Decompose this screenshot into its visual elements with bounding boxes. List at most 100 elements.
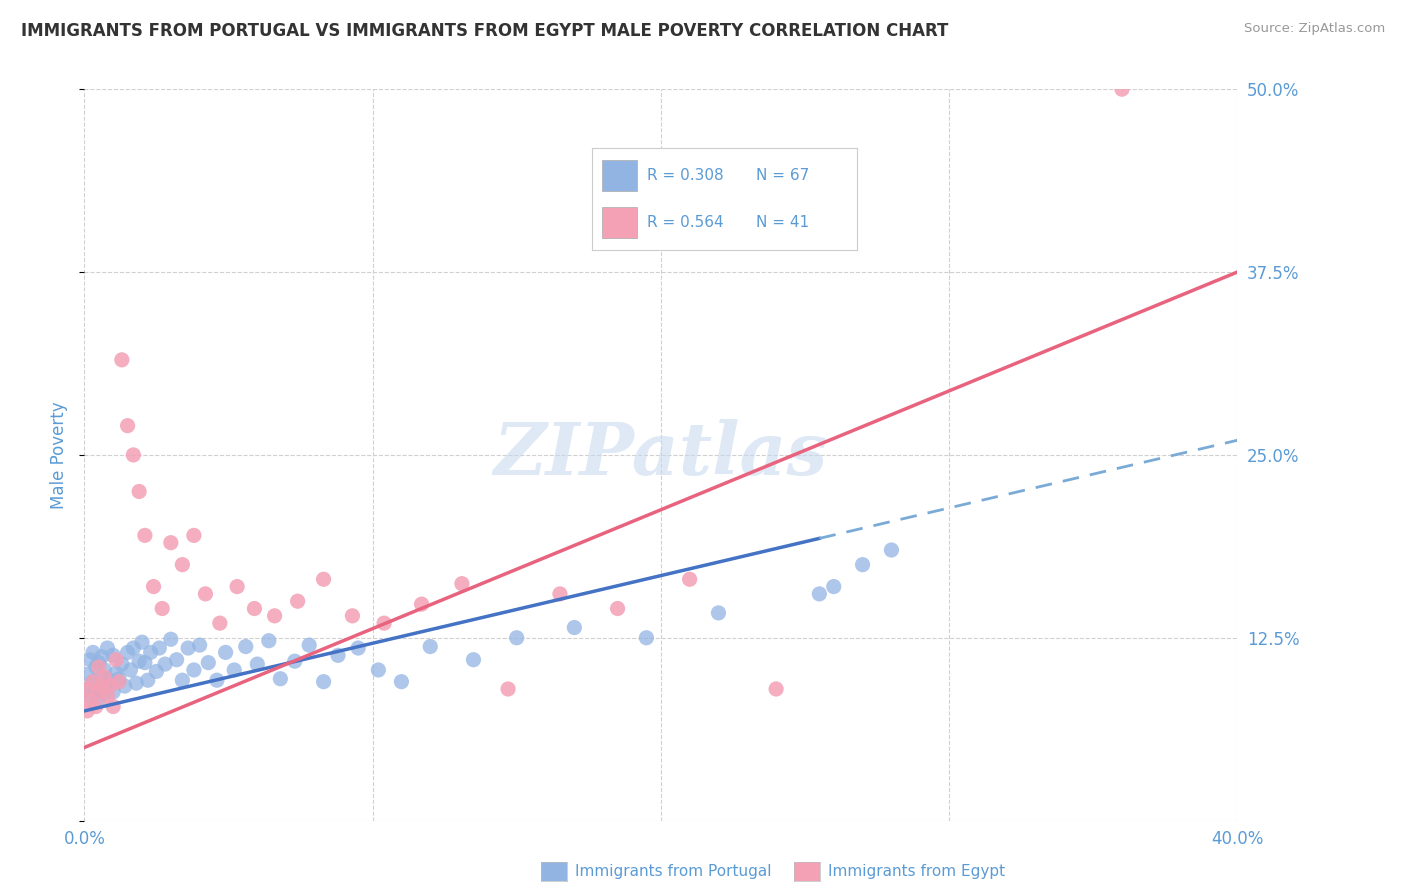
Point [114,679,136,693]
Point [82,674,104,689]
Point [84,685,107,699]
Point [224,663,246,677]
Point [411,597,433,611]
Point [122,448,145,462]
Point [117,418,139,433]
Point [160,632,183,647]
Point [82,645,104,659]
Point [84,660,107,674]
Point [160,535,183,549]
Point [172,558,194,572]
Point [246,657,269,672]
Y-axis label: Male Poverty: Male Poverty [51,401,69,508]
Point [312,674,335,689]
Text: IMMIGRANTS FROM PORTUGAL VS IMMIGRANTS FROM EGYPT MALE POVERTY CORRELATION CHART: IMMIGRANTS FROM PORTUGAL VS IMMIGRANTS F… [21,22,949,40]
Point [96,640,118,655]
Point [391,674,413,689]
Point [166,653,188,667]
Point [103,685,125,699]
Point [636,631,658,645]
Point [76,667,98,681]
Point [208,616,231,631]
Point [342,608,364,623]
Text: ZIPatlas: ZIPatlas [494,419,828,491]
Point [188,638,211,652]
Point [235,640,257,654]
Point [125,676,148,690]
Point [808,587,831,601]
Point [564,621,586,635]
Point [108,672,131,686]
Point [880,543,903,558]
Point [136,673,159,688]
Point [269,672,291,686]
Point [145,665,167,679]
Point [111,352,134,367]
Point [257,633,280,648]
Point [606,601,628,615]
Point [852,558,875,572]
Point [150,601,173,615]
Point [263,608,285,623]
Point [373,616,395,631]
Point [82,674,104,689]
Point [79,694,101,708]
Point [98,673,121,688]
Point [90,679,112,693]
Point [679,572,702,586]
Point [707,606,730,620]
Point [177,640,200,655]
Point [134,528,156,542]
Point [194,587,217,601]
Point [122,640,145,655]
Point [87,685,110,699]
Point [153,657,176,672]
Point [93,670,115,684]
Point [96,690,118,704]
Point [103,699,125,714]
Point [79,690,101,704]
Text: Source: ZipAtlas.com: Source: ZipAtlas.com [1244,22,1385,36]
Point [326,648,349,663]
Point [183,528,205,542]
Point [496,681,519,696]
Point [108,674,131,689]
Point [183,663,205,677]
Point [548,587,571,601]
Text: Immigrants from Egypt: Immigrants from Egypt [828,864,1005,879]
Point [284,654,307,668]
Point [226,580,249,594]
Point [105,653,128,667]
Point [76,681,98,696]
Point [142,580,165,594]
Point [87,694,110,708]
Point [93,663,115,677]
Point [205,673,228,688]
Point [117,645,139,659]
Point [90,649,112,664]
Point [98,679,121,693]
Point [76,681,98,696]
Point [87,656,110,670]
Point [79,653,101,667]
Point [419,640,441,654]
Point [87,679,110,693]
Point [139,645,162,659]
Point [823,580,845,594]
Point [111,657,134,672]
Point [451,576,474,591]
Text: Immigrants from Portugal: Immigrants from Portugal [575,864,772,879]
Point [148,640,170,655]
Point [765,681,787,696]
Point [197,656,219,670]
Point [90,670,112,684]
Point [287,594,309,608]
Point [367,663,389,677]
Point [128,654,150,668]
Point [120,663,142,677]
Point [463,653,485,667]
Point [128,484,150,499]
Point [131,635,153,649]
Point [134,656,156,670]
Point [96,677,118,691]
